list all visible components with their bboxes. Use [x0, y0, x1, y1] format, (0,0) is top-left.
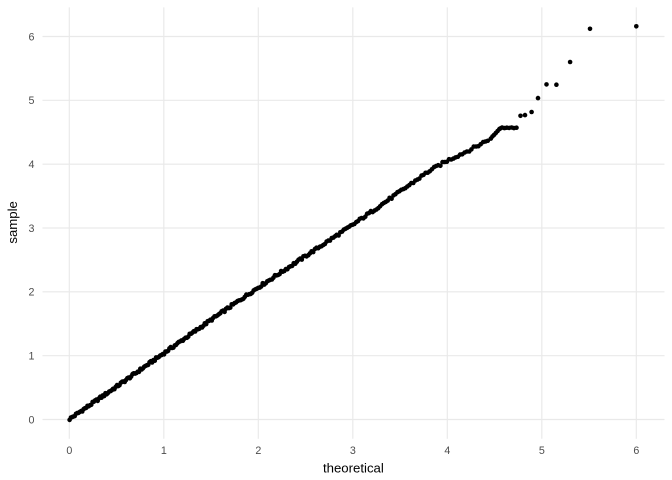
svg-text:6: 6 — [633, 445, 639, 457]
svg-text:sample: sample — [5, 201, 20, 244]
svg-text:theoretical: theoretical — [323, 461, 384, 476]
svg-text:2: 2 — [29, 287, 35, 299]
svg-text:5: 5 — [29, 95, 35, 107]
svg-text:3: 3 — [350, 445, 356, 457]
svg-text:4: 4 — [444, 445, 450, 457]
svg-text:2: 2 — [255, 445, 261, 457]
svg-text:4: 4 — [29, 159, 35, 171]
svg-text:0: 0 — [66, 445, 72, 457]
svg-text:1: 1 — [161, 445, 167, 457]
svg-text:1: 1 — [29, 351, 35, 363]
svg-text:5: 5 — [539, 445, 545, 457]
svg-text:0: 0 — [29, 414, 35, 426]
svg-text:6: 6 — [29, 31, 35, 43]
svg-text:3: 3 — [29, 223, 35, 235]
